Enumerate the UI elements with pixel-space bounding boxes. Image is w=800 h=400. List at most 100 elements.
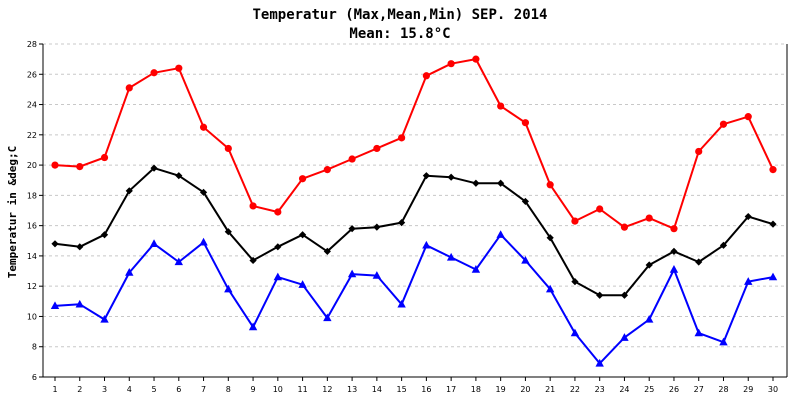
mean-point [521,197,530,206]
series-group [50,55,778,367]
mean-point [298,231,307,239]
min-point [744,277,753,285]
max-point [620,223,629,231]
x-tick-label: 26 [669,385,679,394]
max-point [298,175,307,183]
mean-point [199,188,208,196]
max-point [323,166,331,174]
mean-point [769,220,777,228]
mean-point [670,247,678,255]
min-point [768,272,778,281]
min-point [149,239,159,247]
x-tick-label: 22 [570,385,580,394]
x-tick-label: 3 [102,385,107,394]
x-ticks: 1 2 3 4 5 6 7 8 9 10 11 12 13 14 15 16 17 18 19 20 21 22 23 24 2… [52,385,778,394]
mean-point [695,258,703,266]
y-tick-label: 22 [27,131,37,140]
mean-point [274,243,282,251]
max-point [769,166,777,174]
series-line-max [54,58,774,230]
mean-point [100,231,109,239]
y-tick-label: 20 [27,161,37,170]
x-tick-label: 16 [421,385,431,394]
mean-point [175,172,183,180]
x-tick-label: 27 [694,385,704,394]
min-point [422,240,431,249]
x-tick-label: 10 [273,385,283,394]
mean-point [472,179,480,187]
x-tick-label: 11 [297,385,307,394]
min-point [100,314,109,323]
y-tick-label: 28 [27,40,37,49]
series-min [50,230,778,367]
min-point [273,272,283,281]
x-tick-label: 14 [372,385,382,394]
y-tick-label: 6 [32,373,37,382]
max-point [100,153,109,162]
y-axis-label: Temperatur in &deg;C [6,146,19,278]
max-point [51,161,59,169]
mean-point [546,234,554,242]
min-point [496,230,505,238]
min-point [199,237,208,246]
max-point [744,113,752,121]
max-point [670,225,678,233]
y-tick-label: 14 [27,252,37,261]
x-tick-label: 24 [619,385,629,394]
mean-point [744,212,752,221]
max-point [398,134,406,142]
min-point [471,265,481,273]
x-tick-label: 30 [768,385,778,394]
y-tick-label: 8 [32,343,37,352]
x-tick-label: 28 [718,385,728,394]
y-tick-label: 26 [27,70,37,79]
x-tick-label: 13 [347,385,357,394]
mean-point [150,164,158,172]
min-point [298,280,307,288]
y-tick-label: 18 [27,191,37,200]
y-ticks: 6 8 10 12 14 16 18 20 22 24 26 28 [27,40,37,382]
x-tick-label: 23 [595,385,605,394]
min-point [372,271,382,279]
max-point [596,205,604,213]
min-point [224,284,233,293]
max-point [274,208,282,216]
x-tick-label: 4 [127,385,132,394]
max-point [719,120,728,128]
min-point [669,265,679,273]
mean-point [571,278,579,286]
x-tick-label: 19 [496,385,506,394]
min-point [545,284,555,293]
y-tick-label: 16 [27,222,37,231]
mean-point [422,172,430,180]
min-point [719,337,728,346]
x-tick-label: 29 [743,385,753,394]
mean-point [76,243,84,251]
max-point [472,55,480,63]
max-point [224,144,232,153]
x-tick-label: 12 [322,385,332,394]
max-point [546,181,554,189]
y-tick-label: 10 [27,312,37,321]
x-tick-label: 21 [545,385,555,394]
max-point [521,119,530,127]
mean-point [398,219,406,227]
min-point [248,322,258,331]
max-point [199,123,208,131]
max-point [571,217,579,225]
min-point [521,255,530,264]
x-tick-label: 20 [520,385,530,394]
max-point [175,64,183,72]
max-point [76,163,84,171]
series-line-min [54,233,774,365]
min-point [694,328,703,337]
x-tick-label: 6 [176,385,181,394]
max-point [348,155,356,163]
mean-point [323,247,331,255]
y-tick-label: 12 [27,282,37,291]
min-point [323,313,332,322]
min-point [446,252,456,261]
x-tick-label: 1 [52,385,57,394]
mean-point [719,241,728,249]
mean-point [51,240,59,248]
